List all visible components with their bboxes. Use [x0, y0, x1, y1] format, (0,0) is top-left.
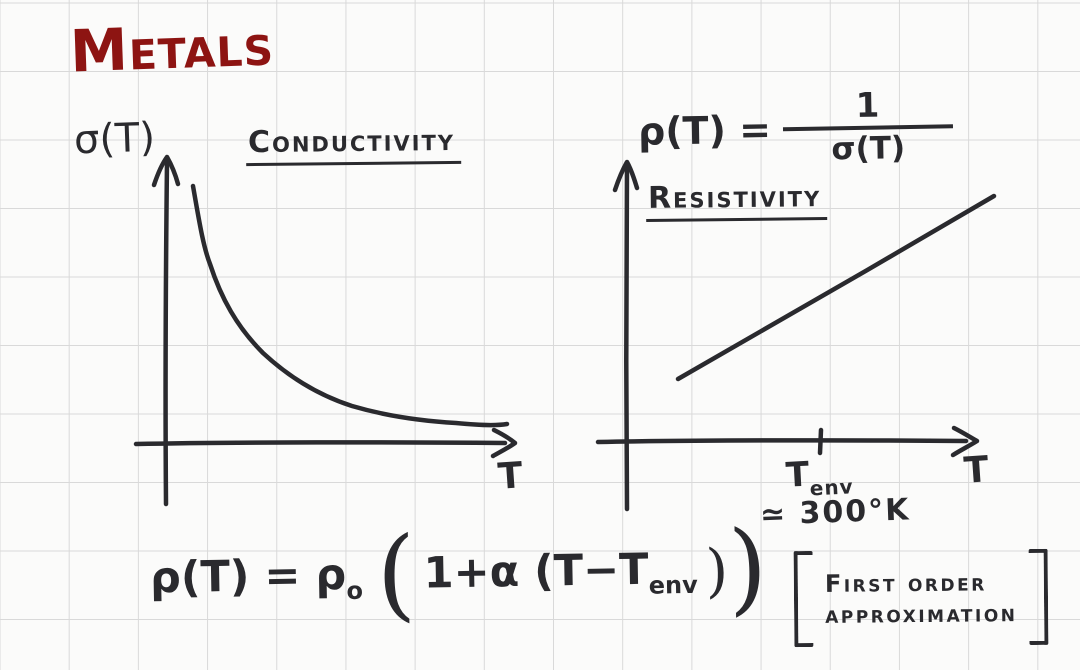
resistivity-y-axis-arrow-icon	[612, 159, 640, 193]
resistivity-formula: ρ(T) = 1 σ(T)	[637, 86, 953, 171]
formula-open-paren: (	[375, 514, 417, 633]
resistivity-formula-fraction: 1 σ(T)	[782, 86, 953, 169]
formula-rho-subscript: o	[346, 576, 364, 605]
formula-lhs: ρ(T) = ρ	[149, 549, 347, 604]
conductivity-heading: Conductivity	[245, 122, 462, 167]
page-title: Metals	[68, 10, 276, 86]
conductivity-x-axis	[133, 440, 508, 447]
conductivity-x-axis-label: T	[496, 455, 524, 498]
fraction-denominator: σ(T)	[831, 130, 906, 168]
resistivity-formula-lhs: ρ(T) =	[637, 107, 772, 155]
formula-close-paren-outer: )	[727, 508, 769, 627]
formula-env-subscript: env	[648, 570, 699, 600]
note-text: First order approximation	[825, 549, 1018, 647]
resistivity-x-axis	[595, 438, 969, 445]
fraction-numerator: 1	[782, 86, 953, 132]
resistivity-linear-formula: ρ(T) = ρ o ( 1+α (T−T env ) )	[149, 508, 769, 633]
conductivity-y-axis	[163, 159, 170, 507]
resistivity-x-axis-label: T	[962, 449, 990, 492]
conductivity-x-axis-arrow-icon	[490, 427, 518, 459]
conductivity-y-axis-arrow-icon	[151, 154, 181, 188]
resistivity-y-axis	[624, 160, 630, 512]
note-line-1: First order	[824, 567, 987, 598]
resistivity-heading: Resistivity	[645, 179, 828, 222]
note-line-2: approximation	[825, 598, 1018, 629]
tenv-base: T	[784, 454, 811, 496]
conductivity-y-axis-label: σ(T)	[73, 114, 156, 164]
formula-body: 1+α (T−T	[423, 544, 649, 599]
conductivity-curve	[190, 183, 510, 428]
bracket-left-icon	[793, 550, 814, 648]
resistivity-line	[675, 193, 997, 382]
approximation-note: First order approximation	[793, 548, 1049, 648]
tenv-tick	[817, 427, 824, 456]
tenv-value: ≃ 300°K	[759, 492, 912, 533]
bracket-right-icon	[1028, 548, 1049, 646]
resistivity-x-axis-arrow-icon	[950, 425, 980, 458]
